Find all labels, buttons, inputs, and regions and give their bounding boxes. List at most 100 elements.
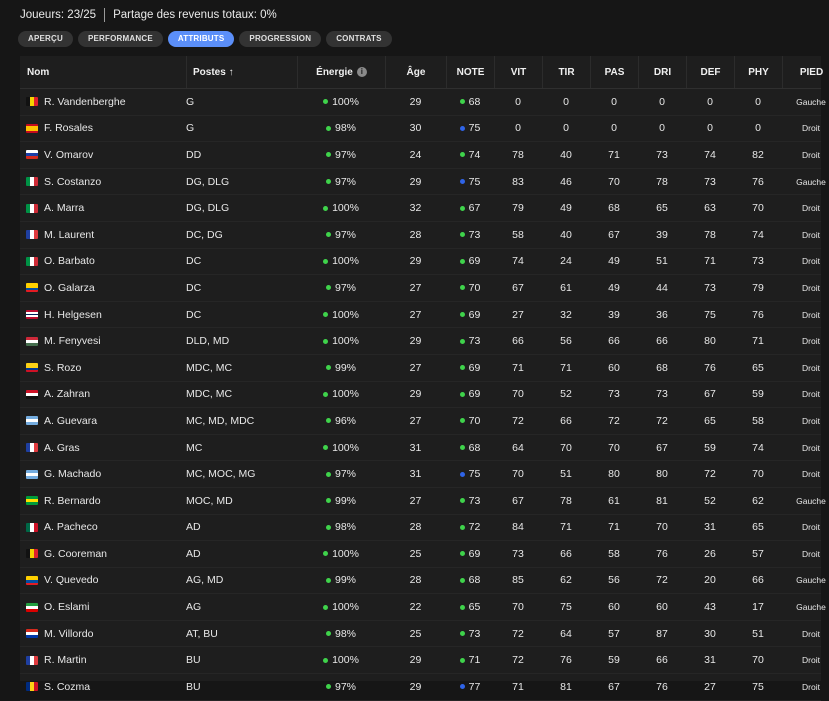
player-name[interactable]: S. Costanzo [44,175,102,188]
age-cell: 25 [409,627,422,640]
player-name[interactable]: M. Fenyvesi [44,335,101,348]
foot-cell: Droit [802,628,820,639]
pas-cell: 80 [608,468,620,481]
col-header-phy[interactable]: PHY [734,56,782,88]
player-name[interactable]: M. Villordo [44,627,94,640]
table-row[interactable]: V. Omarov DD 97% 24 74 78 40 71 73 74 82 Droit [20,142,821,169]
player-name[interactable]: V. Omarov [44,148,94,161]
tir-cell: 71 [560,361,572,374]
player-name-cell[interactable]: V. Quevedo [20,574,186,586]
player-name[interactable]: O. Barbato [44,255,95,268]
player-name[interactable]: A. Gras [44,441,80,454]
table-row[interactable]: R. Bernardo MOC, MD 99% 27 73 67 78 61 81 52 62 Gau… [20,488,826,515]
energy-dot-icon [323,445,329,451]
table-row[interactable]: R. Vandenberghe G 100% 29 68 0 0 0 0 0 0 Gauche [20,89,826,116]
player-name[interactable]: A. Zahran [44,388,91,401]
player-name-cell[interactable]: A. Pacheco [20,521,186,533]
player-name[interactable]: A. Pacheco [44,521,98,534]
info-icon[interactable]: i [356,67,367,77]
tab-attributs[interactable]: ATTRIBUTS [167,31,235,47]
col-header-tir[interactable]: TIR [542,56,590,88]
table-row[interactable]: O. Eslami AG 100% 22 65 70 75 60 60 43 17 Gauche [20,594,826,621]
player-name[interactable]: O. Galarza [44,281,95,294]
col-header-dri[interactable]: DRI [638,56,686,88]
player-name-cell[interactable]: R. Bernardo [20,495,186,507]
player-name-cell[interactable]: R. Vandenberghe [20,96,186,108]
player-name-cell[interactable]: G. Machado [20,468,186,480]
tab-contrats[interactable]: CONTRATS [326,31,392,47]
player-name[interactable]: R. Bernardo [44,494,101,507]
player-name-cell[interactable]: A. Marra [20,202,186,214]
col-header-pas[interactable]: PAS [590,56,638,88]
player-name[interactable]: G. Machado [44,468,102,481]
player-name[interactable]: H. Helgesen [44,308,102,321]
table-row[interactable]: S. Cozma BU 97% 29 77 71 81 67 76 27 75 Droit [20,674,821,701]
col-header-def[interactable]: DEF [686,56,734,88]
tab-aperu[interactable]: APERÇU [18,31,73,47]
positions-cell: DLD, MD [186,335,230,348]
positions-cell: BU [186,680,201,693]
player-name-cell[interactable]: S. Rozo [20,362,186,374]
col-header-positions[interactable]: Postes ↑ [186,56,297,88]
player-name[interactable]: M. Laurent [44,228,95,241]
tab-performance[interactable]: PERFORMANCE [77,31,163,47]
player-name-cell[interactable]: S. Costanzo [20,176,186,188]
player-name-cell[interactable]: M. Fenyvesi [20,335,186,347]
table-row[interactable]: M. Fenyvesi DLD, MD 100% 29 73 66 56 66 66 80 71 Dr… [20,328,821,355]
player-name-cell[interactable]: G. Cooreman [20,548,186,560]
player-name[interactable]: F. Rosales [44,122,94,135]
player-name-cell[interactable]: A. Guevara [20,415,186,427]
table-row[interactable]: R. Martin BU 100% 29 71 72 76 59 66 31 70 Droit [20,647,821,675]
player-name-cell[interactable]: H. Helgesen [20,309,186,321]
table-row[interactable]: O. Barbato DC 100% 29 69 74 24 49 51 71 73 Droit [20,249,821,276]
table-row[interactable]: H. Helgesen DC 100% 27 69 27 32 39 36 75 76 Droit [20,302,821,329]
player-name-cell[interactable]: F. Rosales [20,122,186,134]
foot-cell: Droit [802,282,820,293]
col-header-name[interactable]: Nom [27,66,50,78]
player-name-cell[interactable]: O. Eslami [20,601,186,613]
col-header-age[interactable]: Âge [385,56,446,88]
player-name-cell[interactable]: A. Gras [20,442,186,454]
table-row[interactable]: O. Galarza DC 97% 27 70 67 61 49 44 73 79 Droit [20,275,821,302]
table-row[interactable]: M. Laurent DC, DG 97% 28 73 58 40 67 39 78 74 Droit [20,222,821,249]
player-name[interactable]: V. Quevedo [44,574,99,587]
phy-cell: 75 [752,680,764,693]
table-row[interactable]: A. Zahran MDC, MC 100% 29 69 70 52 73 73 67 59 Droi… [20,382,821,409]
table-row[interactable]: S. Costanzo DG, DLG 97% 29 75 83 46 70 78 73 76 Gau… [20,169,826,196]
col-header-vit[interactable]: VIT [494,56,542,88]
energy-cell: 97% [297,468,385,480]
player-name[interactable]: G. Cooreman [44,547,108,560]
player-name[interactable]: R. Martin [44,654,87,667]
player-name-cell[interactable]: O. Barbato [20,255,186,267]
table-row[interactable]: G. Machado MC, MOC, MG 97% 31 75 70 51 80 80 72 70… [20,461,821,488]
table-row[interactable]: S. Rozo MDC, MC 99% 27 69 71 71 60 68 76 65 Droit [20,355,821,382]
player-name-cell[interactable]: A. Zahran [20,388,186,400]
player-name[interactable]: S. Rozo [44,361,82,374]
player-name-cell[interactable]: M. Villordo [20,628,186,640]
tab-progression[interactable]: PROGRESSION [239,31,322,47]
player-name-cell[interactable]: M. Laurent [20,229,186,241]
pas-cell: 71 [608,148,620,161]
table-row[interactable]: V. Quevedo AG, MD 99% 28 68 85 62 56 72 20 66 Gauch… [20,568,826,595]
table-row[interactable]: A. Pacheco AD 98% 28 72 84 71 71 70 31 65 Droit [20,515,821,542]
player-name-cell[interactable]: V. Omarov [20,149,186,161]
player-name-cell[interactable]: S. Cozma [20,681,186,693]
table-row[interactable]: A. Marra DG, DLG 100% 32 67 79 49 68 65 63 70 Droit [20,195,821,222]
table-row[interactable]: A. Guevara MC, MD, MDC 96% 27 70 72 66 72 72 65 58… [20,408,821,435]
player-name-cell[interactable]: O. Galarza [20,282,186,294]
player-name[interactable]: A. Guevara [44,414,98,427]
table-row[interactable]: A. Gras MC 100% 31 68 64 70 70 67 59 74 Droit [20,435,821,462]
player-name[interactable]: A. Marra [44,202,85,215]
table-row[interactable]: G. Cooreman AD 100% 25 69 73 66 58 76 26 57 Droit [20,541,821,568]
player-name[interactable]: R. Vandenberghe [44,95,126,108]
player-name[interactable]: S. Cozma [44,680,91,693]
def-cell: 78 [704,228,716,241]
player-name[interactable]: O. Eslami [44,601,90,614]
player-name-cell[interactable]: R. Martin [20,654,186,666]
col-header-energy[interactable]: Énergie i [297,56,385,88]
col-header-note[interactable]: NOTE [446,56,494,88]
col-header-foot[interactable]: PIED [782,56,829,88]
table-row[interactable]: M. Villordo AT, BU 98% 25 73 72 64 57 87 30 51 Droi… [20,621,821,648]
table-row[interactable]: F. Rosales G 98% 30 75 0 0 0 0 0 0 Droit [20,116,821,143]
tir-cell: 62 [560,574,572,587]
